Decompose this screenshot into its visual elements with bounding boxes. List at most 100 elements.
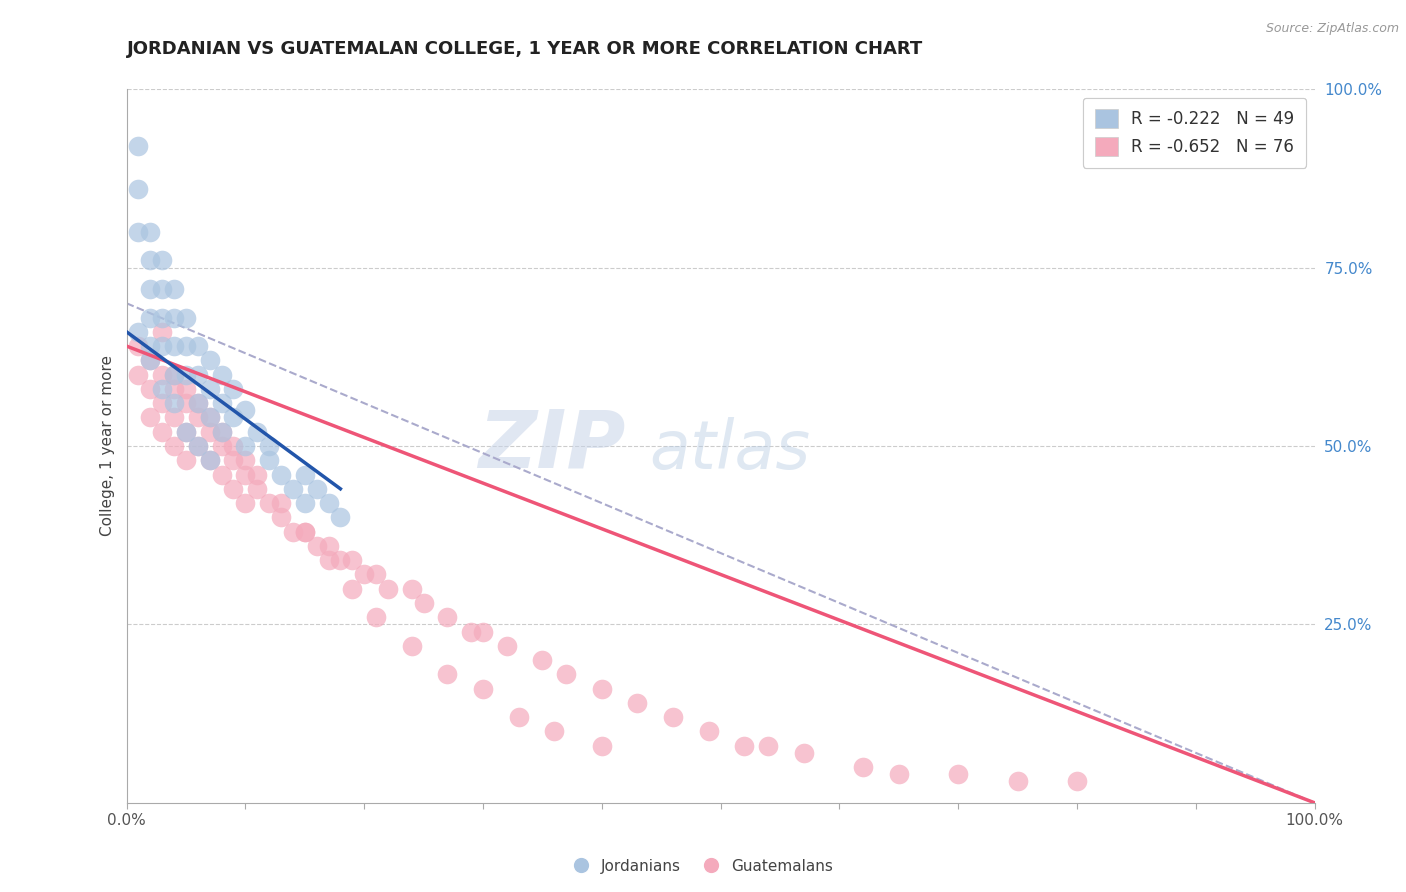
Point	[150, 396, 173, 410]
Point	[508, 710, 530, 724]
Point	[353, 567, 375, 582]
Text: Source: ZipAtlas.com: Source: ZipAtlas.com	[1265, 22, 1399, 36]
Point	[187, 396, 209, 410]
Point	[139, 310, 162, 325]
Point	[198, 453, 221, 467]
Point	[150, 282, 173, 296]
Point	[174, 453, 197, 467]
Point	[756, 739, 779, 753]
Point	[163, 339, 186, 353]
Point	[591, 739, 613, 753]
Point	[127, 339, 149, 353]
Text: ZIP: ZIP	[478, 407, 626, 485]
Point	[198, 382, 221, 396]
Point	[174, 368, 197, 382]
Point	[246, 467, 269, 482]
Point	[270, 467, 292, 482]
Point	[187, 439, 209, 453]
Point	[139, 353, 162, 368]
Point	[139, 339, 162, 353]
Point	[270, 510, 292, 524]
Point	[174, 425, 197, 439]
Point	[163, 282, 186, 296]
Point	[127, 182, 149, 196]
Point	[198, 453, 221, 467]
Point	[211, 439, 233, 453]
Point	[174, 310, 197, 325]
Point	[233, 439, 256, 453]
Point	[246, 425, 269, 439]
Point	[198, 410, 221, 425]
Point	[257, 496, 280, 510]
Point	[364, 610, 387, 624]
Point	[436, 610, 458, 624]
Point	[246, 482, 269, 496]
Point	[222, 439, 245, 453]
Point	[294, 524, 316, 539]
Point	[150, 425, 173, 439]
Point	[127, 325, 149, 339]
Point	[150, 382, 173, 396]
Point	[211, 425, 233, 439]
Point	[555, 667, 578, 681]
Point	[472, 681, 495, 696]
Point	[150, 368, 173, 382]
Point	[222, 382, 245, 396]
Point	[257, 439, 280, 453]
Point	[163, 310, 186, 325]
Point	[222, 482, 245, 496]
Point	[163, 439, 186, 453]
Point	[163, 368, 186, 382]
Text: atlas: atlas	[650, 417, 810, 483]
Point	[174, 425, 197, 439]
Point	[342, 582, 364, 596]
Point	[887, 767, 910, 781]
Point	[364, 567, 387, 582]
Point	[436, 667, 458, 681]
Point	[163, 396, 186, 410]
Point	[211, 425, 233, 439]
Point	[150, 253, 173, 268]
Point	[495, 639, 517, 653]
Point	[626, 696, 648, 710]
Point	[318, 496, 340, 510]
Point	[222, 453, 245, 467]
Point	[543, 724, 565, 739]
Point	[412, 596, 434, 610]
Point	[697, 724, 720, 739]
Point	[198, 353, 221, 368]
Point	[305, 482, 328, 496]
Point	[187, 410, 209, 425]
Point	[211, 368, 233, 382]
Point	[198, 410, 221, 425]
Text: JORDANIAN VS GUATEMALAN COLLEGE, 1 YEAR OR MORE CORRELATION CHART: JORDANIAN VS GUATEMALAN COLLEGE, 1 YEAR …	[127, 40, 922, 58]
Point	[852, 760, 875, 774]
Point	[472, 624, 495, 639]
Point	[318, 553, 340, 567]
Point	[401, 582, 423, 596]
Point	[139, 225, 162, 239]
Point	[233, 496, 256, 510]
Point	[198, 425, 221, 439]
Point	[150, 325, 173, 339]
Point	[187, 439, 209, 453]
Point	[139, 410, 162, 425]
Point	[662, 710, 685, 724]
Point	[127, 225, 149, 239]
Point	[329, 553, 352, 567]
Point	[946, 767, 969, 781]
Point	[222, 410, 245, 425]
Point	[294, 496, 316, 510]
Point	[211, 467, 233, 482]
Point	[401, 639, 423, 653]
Point	[187, 396, 209, 410]
Point	[305, 539, 328, 553]
Point	[531, 653, 554, 667]
Point	[233, 453, 256, 467]
Point	[233, 467, 256, 482]
Point	[139, 282, 162, 296]
Point	[270, 496, 292, 510]
Point	[139, 382, 162, 396]
Legend: R = -0.222   N = 49, R = -0.652   N = 76: R = -0.222 N = 49, R = -0.652 N = 76	[1083, 97, 1306, 168]
Point	[211, 396, 233, 410]
